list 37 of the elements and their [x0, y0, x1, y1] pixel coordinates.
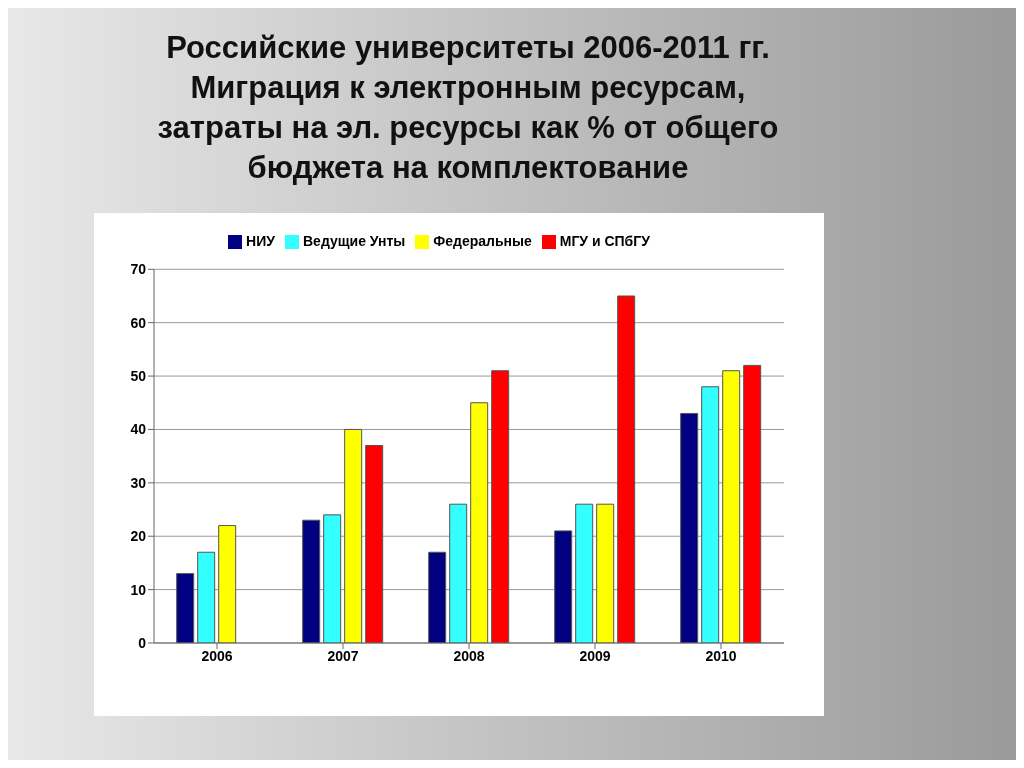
y-tick-label: 10 [130, 581, 147, 598]
x-tick-label: 2010 [705, 647, 737, 664]
y-tick-label: 70 [130, 261, 147, 278]
bar [344, 428, 363, 643]
bar [491, 370, 510, 643]
chart-title: Российские университеты 2006-2011 гг. Миграция к электронным ресурсам, затраты на эл. ресурсы как % от общего бюджета на комплектование [156, 29, 780, 187]
legend-label: Федеральные [433, 233, 532, 249]
y-tick-label: 60 [130, 314, 147, 331]
bar [197, 551, 216, 643]
bar [554, 530, 573, 643]
x-tick-label: 2006 [201, 647, 233, 664]
x-tick-label: 2008 [453, 647, 485, 664]
y-tick-label: 0 [138, 634, 147, 651]
legend-label: Ведущие Унты [302, 233, 406, 249]
bar [743, 364, 762, 643]
bar [449, 503, 468, 643]
bar [218, 525, 237, 643]
bar [176, 573, 195, 643]
x-tick-label: 2009 [579, 647, 611, 664]
y-tick-label: 20 [130, 528, 147, 545]
bar [470, 402, 489, 643]
y-tick-label: 30 [130, 474, 147, 491]
bar [617, 295, 636, 643]
legend-label: МГУ и СПбГУ [559, 233, 650, 249]
legend-label: НИУ [246, 233, 275, 249]
bar [365, 444, 384, 643]
bar [575, 503, 594, 643]
bar [680, 412, 699, 643]
bar [701, 386, 720, 643]
y-tick-label: 50 [130, 368, 147, 385]
x-tick-label: 2007 [327, 647, 359, 664]
bar [323, 514, 342, 643]
bar [302, 519, 321, 643]
y-tick-label: 40 [130, 421, 147, 438]
bar [428, 551, 447, 643]
bar [722, 370, 741, 643]
bar [596, 503, 615, 643]
